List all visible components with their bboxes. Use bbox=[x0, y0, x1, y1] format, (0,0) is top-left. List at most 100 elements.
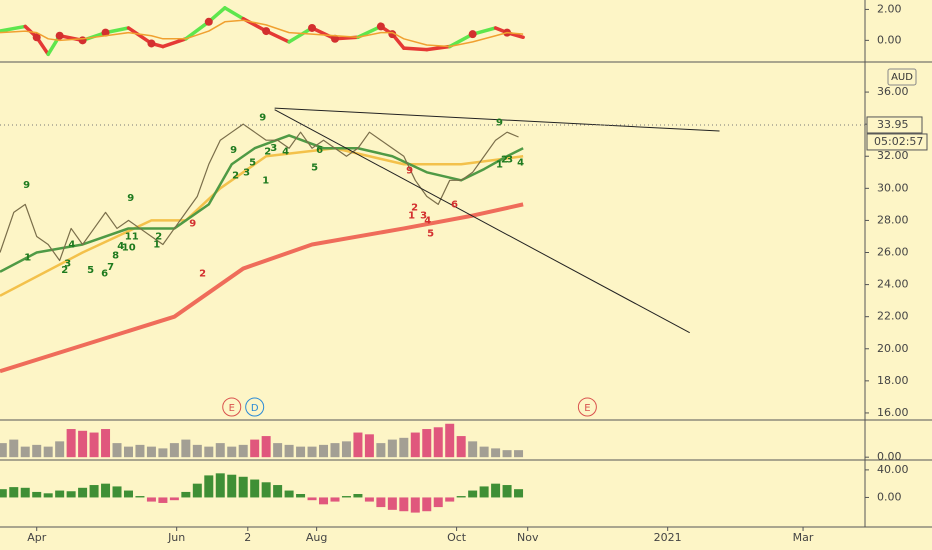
cross-dot bbox=[468, 30, 477, 39]
count-marker: 7 bbox=[107, 262, 114, 273]
count-marker: 2 bbox=[61, 265, 68, 276]
bar bbox=[43, 446, 53, 458]
count-marker: 5 bbox=[87, 265, 94, 276]
x-tick-label: Jun bbox=[167, 531, 185, 544]
event-badge bbox=[577, 397, 597, 417]
bar bbox=[0, 489, 7, 498]
bar bbox=[364, 434, 374, 458]
bar bbox=[479, 486, 489, 498]
x-tick-label: 2 bbox=[244, 531, 251, 544]
y-tick-label: 18.00 bbox=[877, 374, 909, 387]
count-marker: 4 bbox=[282, 146, 289, 157]
y-tick-label: 24.00 bbox=[877, 278, 909, 291]
bar bbox=[146, 446, 156, 458]
count-marker: 1 bbox=[153, 239, 160, 250]
bar bbox=[66, 429, 76, 458]
last-price-tag bbox=[866, 116, 923, 134]
bar bbox=[169, 497, 179, 501]
x-tick-label: Oct bbox=[447, 531, 467, 544]
bar bbox=[456, 436, 466, 458]
bar bbox=[227, 474, 237, 498]
countdown-label: 05:02:57 bbox=[874, 135, 923, 148]
series-line bbox=[0, 134, 524, 273]
bar bbox=[101, 429, 111, 458]
y-tick-label: 26.00 bbox=[877, 246, 909, 259]
bar bbox=[273, 443, 283, 458]
count-marker: 9 bbox=[406, 166, 413, 177]
bar bbox=[32, 444, 42, 458]
bar bbox=[135, 444, 145, 458]
y-tick-label: 28.00 bbox=[877, 213, 909, 226]
cross-dot bbox=[262, 27, 271, 36]
bar bbox=[112, 443, 122, 458]
count-marker: 3 bbox=[64, 259, 71, 270]
oscillator-segment bbox=[184, 20, 211, 41]
bar bbox=[410, 497, 420, 513]
cross-dot bbox=[204, 17, 213, 26]
bar bbox=[0, 443, 7, 458]
bar bbox=[238, 444, 248, 458]
bar bbox=[192, 483, 202, 498]
count-marker: 1 bbox=[496, 159, 503, 170]
y-tick-label: 2.00 bbox=[877, 2, 902, 15]
count-marker: 9 bbox=[230, 145, 237, 156]
bar bbox=[319, 497, 329, 505]
bar bbox=[422, 497, 432, 512]
count-marker: 6 bbox=[451, 199, 458, 210]
count-marker: 1 bbox=[262, 175, 269, 186]
count-marker: 9 bbox=[496, 118, 503, 129]
count-marker: 2 bbox=[411, 203, 418, 214]
bar bbox=[433, 497, 443, 508]
count-marker: 3 bbox=[420, 211, 427, 222]
bar bbox=[192, 444, 202, 458]
bar bbox=[422, 429, 432, 458]
last-price-label: 33.95 bbox=[877, 118, 909, 131]
bar bbox=[204, 446, 214, 458]
bar bbox=[502, 485, 512, 498]
series-line bbox=[274, 107, 720, 132]
bar bbox=[364, 497, 374, 502]
count-marker: 4 bbox=[517, 158, 524, 169]
bar bbox=[479, 446, 489, 458]
bar bbox=[399, 497, 409, 512]
count-marker: 1 bbox=[408, 211, 415, 222]
bar bbox=[204, 475, 214, 498]
bar bbox=[43, 493, 53, 498]
count-marker: 6 bbox=[316, 145, 323, 156]
bar bbox=[387, 497, 397, 510]
bar bbox=[284, 444, 294, 458]
y-tick-label: 0.00 bbox=[877, 450, 902, 463]
cross-dot bbox=[308, 23, 317, 32]
y-tick-label: 40.00 bbox=[877, 463, 909, 476]
cross-dot bbox=[32, 33, 41, 42]
count-marker: 10 bbox=[122, 243, 136, 254]
event-label: E bbox=[584, 403, 590, 414]
bar bbox=[273, 485, 283, 498]
bar bbox=[502, 450, 512, 458]
count-marker: 3 bbox=[506, 154, 513, 165]
bar bbox=[146, 497, 156, 502]
bar bbox=[250, 439, 260, 458]
count-marker: 2 bbox=[199, 268, 206, 279]
oscillator-segment bbox=[310, 26, 337, 41]
bar bbox=[445, 497, 455, 502]
bar bbox=[78, 487, 88, 498]
y-tick-label: 0.00 bbox=[877, 33, 902, 46]
event-badge bbox=[245, 397, 265, 417]
bar bbox=[227, 446, 237, 458]
bar bbox=[181, 491, 191, 498]
series-line bbox=[0, 146, 524, 297]
bar bbox=[89, 432, 99, 458]
cross-dot bbox=[101, 28, 110, 37]
bar bbox=[410, 432, 420, 458]
bar bbox=[376, 497, 386, 508]
oscillator-segment bbox=[80, 30, 108, 43]
bar bbox=[319, 444, 329, 458]
count-marker: 2 bbox=[501, 154, 508, 165]
event-label: E bbox=[229, 403, 235, 414]
oscillator-segment bbox=[126, 26, 154, 46]
y-tick-label: 36.00 bbox=[877, 85, 909, 98]
bar bbox=[9, 487, 19, 498]
oscillator-segment bbox=[402, 46, 429, 52]
